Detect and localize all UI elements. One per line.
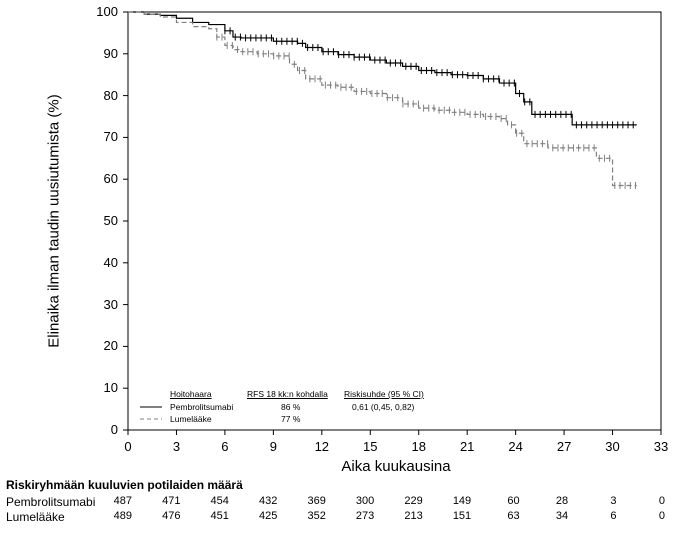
y-tick-label: 90 — [103, 45, 118, 61]
y-tick-label: 50 — [103, 213, 118, 228]
y-tick-label: 70 — [103, 129, 118, 145]
legend-name-pembrolizumab: Pembrolitsumabi — [170, 402, 234, 412]
y-tick-label: 100 — [96, 4, 118, 19]
risk-count: 487 — [113, 495, 132, 507]
risk-count: 28 — [555, 495, 569, 507]
axis-ticks — [123, 11, 662, 435]
risk-count: 63 — [507, 510, 520, 522]
risk-count: 34 — [555, 510, 569, 522]
risk-count: 0 — [658, 495, 665, 507]
x-tick-label: 6 — [221, 439, 229, 454]
x-tick-label: 27 — [556, 439, 572, 454]
legend-name-placebo: Lumelääke — [170, 414, 212, 424]
y-tick-label: 10 — [103, 380, 118, 396]
legend-header-arm: Hoitohaara — [170, 389, 212, 399]
x-tick-label: 15 — [363, 439, 378, 454]
y-tick-label: 20 — [103, 338, 118, 354]
x-tick-label: 30 — [605, 439, 620, 454]
risk-row-name-pembrolizumab: Pembrolitsumabi — [6, 495, 96, 509]
risk-count: 451 — [210, 510, 229, 522]
legend-rfs-placebo: 77 % — [281, 414, 301, 424]
y-tick-label: 0 — [110, 422, 118, 437]
y-tick-label: 60 — [103, 171, 118, 187]
risk-count: 300 — [355, 495, 375, 507]
risk-count: 6 — [610, 510, 617, 522]
risk-count: 489 — [113, 510, 132, 522]
risk-count: 476 — [162, 510, 181, 522]
risk-row-name-placebo: Lumelääke — [6, 510, 65, 524]
y-axis-label: Elinaika ilman taudin uusiutumista (%) — [45, 94, 63, 348]
risk-count: 229 — [404, 495, 423, 507]
x-tick-label: 33 — [653, 439, 669, 454]
risk-count: 273 — [355, 510, 375, 522]
survival-curves — [128, 11, 637, 189]
risk-count: 151 — [452, 510, 472, 522]
risk-count: 425 — [259, 510, 278, 522]
legend-header-rfs: RFS 18 kk:n kohdalla — [247, 389, 328, 399]
risk-count: 3 — [610, 495, 617, 507]
legend-header-hr: Riskisuhde (95 % CI) — [344, 389, 424, 399]
risk-count: 352 — [307, 510, 326, 522]
risk-count: 0 — [658, 510, 665, 522]
x-tick-label: 12 — [314, 439, 330, 454]
x-tick-label: 21 — [459, 439, 475, 454]
risk-count: 149 — [452, 495, 472, 507]
series-line-placebo — [128, 11, 637, 187]
risk-count: 60 — [507, 495, 520, 507]
risk-count: 213 — [404, 510, 423, 522]
series-line-pembrolizumab — [128, 11, 637, 126]
x-tick-label: 24 — [508, 439, 523, 454]
x-tick-label: 0 — [124, 439, 132, 454]
x-tick-label: 18 — [411, 439, 426, 454]
risk-count: 432 — [259, 495, 278, 507]
risk-count: 471 — [162, 495, 181, 507]
x-tick-label: 3 — [172, 439, 181, 454]
y-tick-label: 40 — [103, 254, 118, 270]
x-axis-label: Aika kuukausina — [341, 458, 451, 475]
risk-count: 369 — [307, 495, 326, 507]
legend-rfs-pembrolizumab: 86 % — [281, 402, 301, 412]
legend-hr-pembrolizumab: 0,61 (0,45, 0,82) — [352, 402, 415, 412]
plot-frame — [127, 11, 662, 431]
y-tick-label: 30 — [103, 296, 118, 312]
y-tick-label: 80 — [103, 87, 118, 103]
x-tick-label: 9 — [269, 439, 277, 454]
risk-table-title: Riskiryhmään kuuluvien potilaiden määrä — [6, 478, 243, 492]
risk-count: 454 — [210, 495, 229, 507]
